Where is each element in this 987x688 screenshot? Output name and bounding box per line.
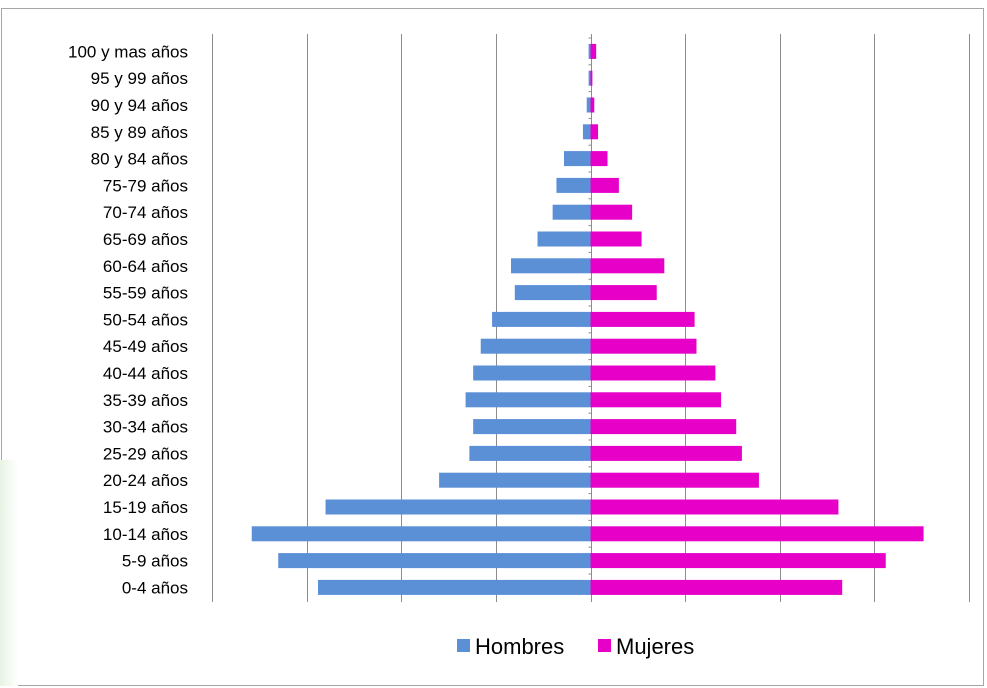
bars	[251, 43, 924, 595]
bar-mujeres	[590, 419, 737, 435]
bar-hombres	[588, 43, 591, 59]
category-label: 40-44 años	[103, 364, 188, 383]
bar-hombres	[556, 177, 591, 193]
category-label: 80 y 84 años	[91, 150, 188, 169]
bar-mujeres	[590, 204, 633, 220]
bar-hombres	[251, 526, 591, 542]
category-label: 60-64 años	[103, 257, 188, 276]
background-edge-tint	[0, 460, 18, 686]
bar-hombres	[317, 579, 591, 595]
category-label: 30-34 años	[103, 418, 188, 437]
bar-hombres	[537, 231, 591, 247]
category-label: 90 y 94 años	[91, 96, 188, 115]
bar-hombres	[586, 97, 591, 113]
category-label: 45-49 años	[103, 337, 188, 356]
category-label: 75-79 años	[103, 176, 188, 195]
bar-mujeres	[590, 231, 642, 247]
legend-label-mujeres: Mujeres	[616, 634, 694, 659]
bar-hombres	[473, 419, 591, 435]
bar-mujeres	[590, 97, 595, 113]
bar-mujeres	[590, 311, 695, 327]
category-label: 70-74 años	[103, 203, 188, 222]
category-labels: 100 y mas años 95 y 99 años 90 y 94 años 85…	[68, 42, 188, 597]
category-label: 20-24 años	[103, 471, 188, 490]
bar-mujeres	[590, 445, 742, 461]
category-label: 50-54 años	[103, 310, 188, 329]
bar-hombres	[514, 285, 591, 301]
bar-mujeres	[590, 553, 886, 569]
bar-mujeres	[590, 499, 839, 515]
bar-hombres	[564, 151, 591, 167]
bar-hombres	[465, 392, 591, 408]
bar-mujeres	[590, 43, 597, 59]
legend: Hombres Mujeres	[457, 634, 694, 659]
bar-hombres	[278, 553, 591, 569]
legend-swatch-mujeres	[598, 639, 611, 652]
bar-mujeres	[590, 526, 924, 542]
category-label: 85 y 89 años	[91, 123, 188, 142]
bar-mujeres	[590, 392, 722, 408]
bar-mujeres	[590, 285, 657, 301]
category-label: 5-9 años	[122, 552, 188, 571]
legend-swatch-hombres	[457, 639, 470, 652]
bar-mujeres	[590, 258, 665, 274]
category-label: 95 y 99 años	[91, 69, 188, 88]
bar-mujeres	[590, 579, 843, 595]
category-label: 100 y mas años	[68, 42, 188, 61]
category-label: 35-39 años	[103, 391, 188, 410]
bar-hombres	[473, 365, 591, 381]
bar-mujeres	[590, 151, 608, 167]
bar-mujeres	[590, 70, 593, 86]
bar-mujeres	[590, 338, 697, 354]
category-label: 55-59 años	[103, 284, 188, 303]
category-label: 15-19 años	[103, 498, 188, 517]
bar-hombres	[325, 499, 591, 515]
bar-hombres	[439, 472, 591, 488]
bar-hombres	[582, 124, 591, 140]
bar-mujeres	[590, 472, 759, 488]
category-label: 0-4 años	[122, 578, 188, 597]
category-label: 10-14 años	[103, 525, 188, 544]
category-label: 65-69 años	[103, 230, 188, 249]
bar-hombres	[492, 311, 591, 327]
bar-hombres	[469, 445, 591, 461]
category-label: 25-29 años	[103, 444, 188, 463]
bar-mujeres	[590, 365, 716, 381]
bar-mujeres	[590, 124, 599, 140]
bar-hombres	[552, 204, 591, 220]
bar-hombres	[480, 338, 591, 354]
bar-mujeres	[590, 177, 619, 193]
bar-hombres	[511, 258, 591, 274]
bar-hombres	[588, 70, 591, 86]
legend-label-hombres: Hombres	[475, 634, 564, 659]
